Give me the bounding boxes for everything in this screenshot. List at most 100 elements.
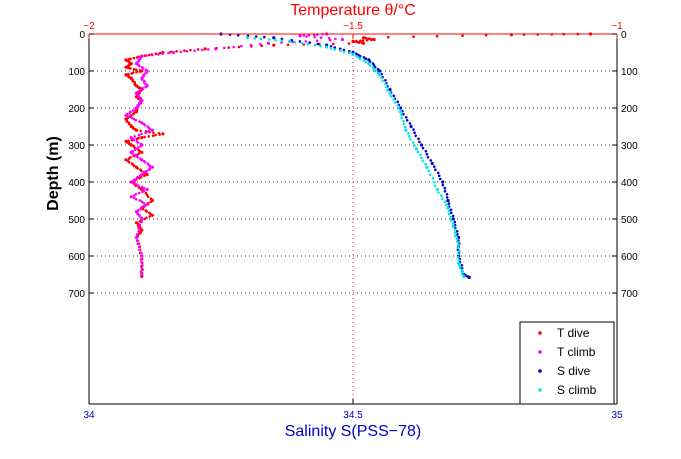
data-point — [462, 274, 466, 278]
y-tick-label-left: 200 — [68, 104, 85, 115]
data-point — [443, 190, 447, 193]
data-point — [437, 191, 440, 194]
data-point — [179, 50, 183, 54]
data-point — [274, 38, 277, 42]
data-point — [140, 217, 144, 221]
y-tick-label-left: 400 — [68, 178, 85, 189]
data-point — [453, 231, 457, 234]
data-point — [302, 34, 306, 37]
legend-box — [519, 321, 615, 405]
data-point — [145, 202, 149, 206]
series-layer — [124, 32, 593, 280]
data-point — [141, 78, 144, 81]
data-point — [392, 98, 396, 101]
data-point — [161, 132, 165, 136]
data-point — [347, 42, 351, 45]
data-point — [140, 150, 144, 154]
data-point — [147, 135, 151, 138]
data-point — [437, 174, 441, 178]
data-point — [313, 43, 317, 47]
data-point — [158, 51, 162, 55]
data-point — [392, 94, 396, 97]
data-point — [150, 213, 154, 217]
data-point — [133, 181, 136, 185]
data-point — [396, 100, 400, 104]
data-point — [305, 35, 308, 38]
data-point — [141, 190, 144, 194]
data-point — [342, 48, 346, 52]
data-point — [381, 79, 384, 83]
data-point — [136, 141, 140, 144]
data-point — [138, 64, 141, 68]
data-point — [449, 208, 453, 212]
data-point — [388, 91, 392, 95]
data-point — [132, 117, 136, 121]
data-point — [456, 255, 460, 259]
data-point — [447, 209, 451, 213]
data-point — [132, 196, 136, 200]
data-point — [127, 161, 131, 164]
data-point — [138, 120, 141, 123]
data-point — [457, 252, 460, 256]
data-point — [134, 110, 139, 114]
data-point — [140, 200, 144, 203]
data-point — [457, 259, 461, 262]
data-point — [135, 56, 139, 59]
data-point — [148, 215, 151, 218]
data-point — [139, 129, 142, 133]
data-point — [137, 230, 140, 233]
data-point — [148, 164, 152, 168]
data-point — [140, 260, 143, 264]
data-point — [140, 136, 144, 140]
data-point — [293, 41, 297, 44]
data-point — [141, 264, 144, 267]
data-point — [362, 56, 366, 59]
data-point — [441, 197, 444, 200]
bottom-axis-title: Salinity S(PSS−78) — [285, 423, 422, 440]
data-point — [426, 156, 430, 159]
data-point — [386, 88, 389, 92]
data-point — [150, 128, 154, 132]
data-point — [124, 65, 128, 69]
data-point — [400, 116, 403, 120]
data-point — [131, 79, 134, 83]
y-tick-label-left: 700 — [68, 289, 85, 300]
data-point — [332, 42, 335, 46]
data-point — [145, 54, 148, 57]
data-point — [139, 270, 143, 273]
data-point — [138, 215, 141, 218]
y-tick-label-right: 200 — [621, 104, 638, 115]
data-point — [435, 187, 440, 191]
data-point — [137, 146, 140, 149]
data-point — [151, 134, 155, 138]
legend-marker — [538, 350, 542, 354]
data-point — [362, 41, 366, 45]
data-point — [272, 43, 276, 47]
data-point — [397, 107, 401, 110]
data-point — [362, 59, 366, 62]
data-point — [138, 174, 142, 178]
data-point — [370, 38, 373, 42]
data-point — [456, 240, 459, 244]
y-tick-label-left: 300 — [68, 141, 85, 152]
y-tick-label-right: 0 — [621, 30, 627, 41]
data-point — [125, 141, 129, 144]
data-point — [446, 206, 450, 210]
data-point — [133, 135, 137, 138]
data-point — [405, 119, 409, 122]
data-point — [358, 41, 361, 44]
y-tick-label-right: 700 — [621, 289, 638, 300]
data-point — [169, 50, 172, 54]
data-point — [398, 110, 403, 114]
series-t-climb — [124, 32, 344, 277]
data-point — [196, 48, 200, 51]
y-tick-label-right: 600 — [621, 252, 638, 263]
data-point — [315, 39, 319, 43]
data-point — [144, 85, 147, 89]
data-point — [460, 268, 464, 272]
data-point — [451, 214, 455, 218]
data-point — [135, 183, 138, 186]
data-point — [436, 171, 440, 175]
top-tick-label: −1 — [611, 21, 623, 32]
data-point — [140, 251, 143, 255]
